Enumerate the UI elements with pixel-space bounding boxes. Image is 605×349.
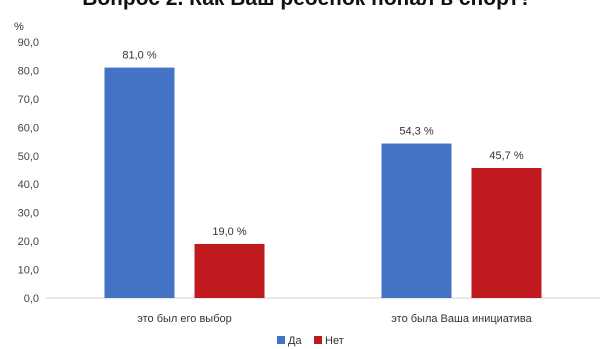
chart-title: Вопрос 2. Как Ваш ребенок попал в спорт? bbox=[82, 0, 532, 10]
y-tick-label: 40,0 bbox=[18, 179, 39, 191]
bar-yes bbox=[381, 143, 452, 298]
y-tick-label: 20,0 bbox=[18, 236, 39, 248]
data-label: 81,0 % bbox=[122, 50, 156, 62]
y-tick-label: 60,0 bbox=[18, 122, 39, 134]
legend-swatch bbox=[314, 336, 322, 344]
bars bbox=[104, 67, 542, 298]
y-axis: 0,0 10,0 20,0 30,0 40,0 50,0 60,0 70,0 80,0 90,0 bbox=[18, 37, 39, 305]
category-label: это была Ваша инициатива bbox=[391, 313, 532, 325]
bar-yes bbox=[104, 67, 175, 298]
data-label: 45,7 % bbox=[489, 150, 523, 162]
y-tick-label: 0,0 bbox=[24, 293, 39, 305]
y-axis-unit: % bbox=[14, 21, 24, 33]
y-tick-label: 70,0 bbox=[18, 94, 39, 106]
legend-label: Да bbox=[288, 335, 302, 347]
category-label: это был его выбор bbox=[137, 313, 232, 325]
legend: Да Нет bbox=[277, 335, 344, 347]
y-tick-label: 90,0 bbox=[18, 37, 39, 49]
data-labels: 81,0 % 19,0 % 54,3 % 45,7 % bbox=[122, 50, 523, 238]
legend-swatch bbox=[277, 336, 285, 344]
bar-no bbox=[194, 243, 265, 298]
y-tick-label: 30,0 bbox=[18, 208, 39, 220]
data-label: 19,0 % bbox=[212, 226, 246, 238]
y-tick-label: 80,0 bbox=[18, 65, 39, 77]
bar-no bbox=[471, 168, 542, 298]
y-tick-label: 10,0 bbox=[18, 265, 39, 277]
y-tick-label: 50,0 bbox=[18, 151, 39, 163]
legend-label: Нет bbox=[325, 335, 344, 347]
data-label: 54,3 % bbox=[399, 126, 433, 138]
x-axis: это был его выбор это была Ваша инициатив… bbox=[137, 313, 532, 325]
